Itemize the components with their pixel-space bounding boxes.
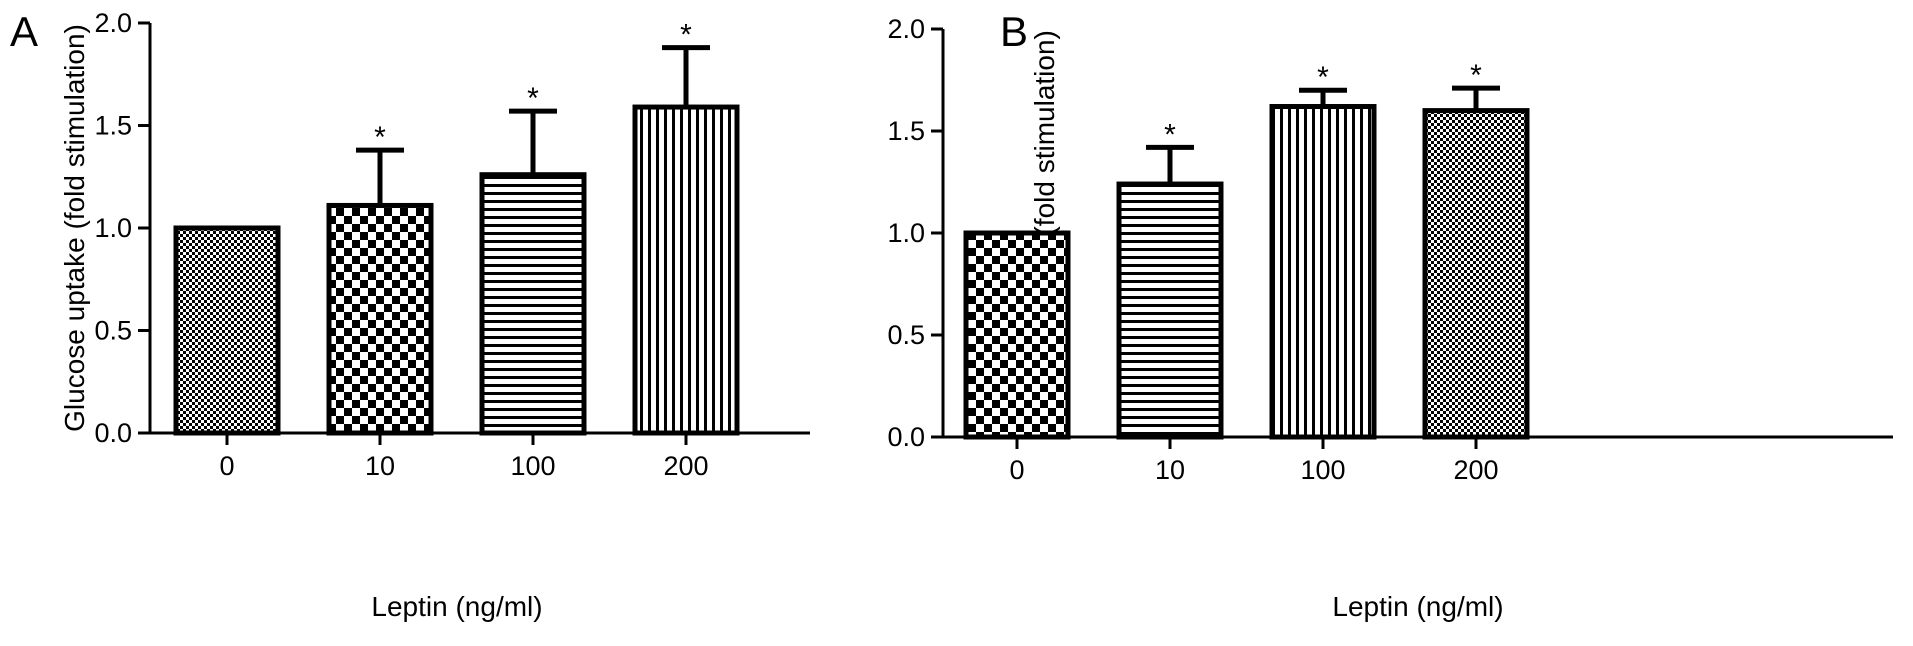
x-axis-label: Leptin (ng/ml) — [1332, 591, 1503, 622]
y-tick-label: 1.5 — [94, 111, 132, 141]
y-tick-label: 0.5 — [94, 316, 132, 346]
y-tick-label: 0.0 — [887, 422, 925, 452]
significance-mark: * — [374, 121, 386, 154]
significance-mark: * — [1164, 118, 1176, 151]
bar — [1422, 108, 1530, 440]
y-tick-label: 1.0 — [94, 213, 132, 243]
x-tick-label: 10 — [365, 451, 395, 481]
x-tick-label: 200 — [663, 451, 708, 481]
y-tick-label: 0.5 — [887, 320, 925, 350]
y-tick-label: 1.0 — [887, 218, 925, 248]
panel-label: A — [10, 8, 38, 55]
y-axis-label: Glucose uptake (fold stimulation) — [59, 24, 90, 432]
bar — [1269, 104, 1377, 440]
x-tick-label: 100 — [1300, 455, 1345, 485]
y-tick-label: 2.0 — [887, 14, 925, 44]
panel-a: A Glucose uptake (fold stimulation) Lept… — [10, 8, 810, 622]
bar — [963, 230, 1071, 440]
x-tick-label: 10 — [1155, 455, 1185, 485]
panel-label: B — [1000, 8, 1028, 55]
x-tick-label: 0 — [219, 451, 234, 481]
x-tick-label: 0 — [1009, 455, 1024, 485]
significance-mark: * — [680, 19, 692, 52]
x-tick-label: 200 — [1453, 455, 1498, 485]
panel-b: B Glucose uptake (fold stimulation) Lept… — [887, 8, 1893, 622]
significance-mark: * — [1470, 59, 1482, 92]
significance-mark: * — [527, 82, 539, 115]
plot-area: 0.0 0.5 1.0 1.5 2.0 0 * 10 * 100 * 200 — [887, 14, 1893, 485]
x-axis-label: Leptin (ng/ml) — [371, 591, 542, 622]
significance-mark: * — [1317, 61, 1329, 94]
bar — [479, 172, 587, 436]
bar — [1116, 181, 1224, 440]
y-tick-label: 0.0 — [94, 418, 132, 448]
bar — [326, 202, 434, 436]
y-tick-label: 2.0 — [94, 8, 132, 38]
plot-area: 0.0 0.5 1.0 1.5 2.0 0 * 10 * 100 * 200 — [94, 8, 810, 481]
x-tick-label: 100 — [510, 451, 555, 481]
y-tick-label: 1.5 — [887, 116, 925, 146]
bar — [632, 104, 740, 436]
bar — [173, 225, 281, 436]
